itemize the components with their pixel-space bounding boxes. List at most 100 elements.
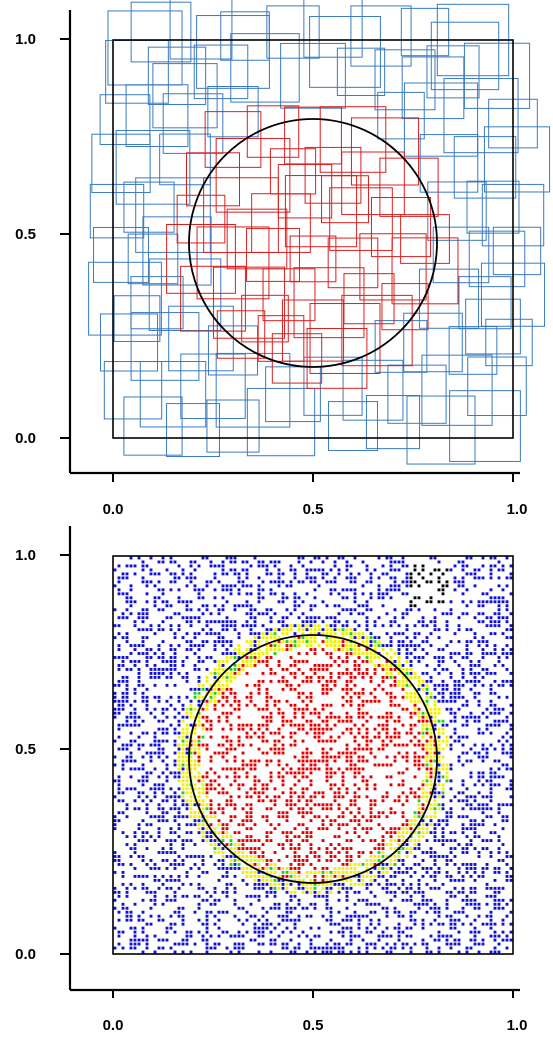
outside-dot [469, 819, 473, 823]
outside-dot [173, 890, 177, 894]
outside-dot [369, 640, 373, 644]
outside-dot [177, 644, 181, 647]
inside-dot [305, 835, 309, 839]
inside-dot [233, 759, 237, 763]
outside-dot [169, 660, 173, 663]
inside-dot [201, 743, 205, 747]
outside-dot [505, 719, 509, 723]
outside-dot [445, 855, 449, 858]
outside-dot [493, 870, 497, 874]
boundary-dot [213, 695, 217, 699]
inside-dot [265, 751, 269, 755]
inside-dot [401, 755, 405, 759]
outside-dot [425, 870, 429, 874]
outside-dot [349, 564, 353, 568]
outside-dot [257, 600, 261, 604]
outside-dot [349, 950, 353, 954]
outside-dot [197, 874, 201, 878]
boundary-dot [189, 747, 193, 751]
outside-dot [205, 938, 209, 942]
inside-dot [257, 759, 261, 763]
outside-dot [461, 564, 465, 568]
outside-dot [317, 584, 321, 588]
outside-dot [185, 942, 189, 946]
boundary-dot [269, 866, 273, 870]
outside-dot [133, 843, 137, 846]
y-tick-label: 1.0 [15, 547, 36, 564]
outside-dot [173, 759, 177, 763]
inside-dot [317, 711, 321, 715]
outside-dot [157, 572, 161, 576]
boundary-dot [285, 628, 289, 632]
outside-dot [181, 660, 185, 663]
box-cover-chart: 0.00.51.0 0.0 0.5 1.0 [15, 0, 551, 518]
outside-box [280, 42, 346, 109]
outside-dot [281, 580, 285, 584]
boundary-dot [221, 683, 225, 687]
outside-dot [173, 898, 177, 902]
inside-dot [393, 827, 397, 831]
outside-dot [485, 751, 489, 755]
inside-dot [317, 791, 321, 795]
outside-dot [309, 580, 313, 584]
inside-dot [249, 727, 253, 731]
outside-dot [125, 894, 129, 898]
outside-dot [233, 874, 237, 878]
boundary-dot [425, 755, 429, 759]
boundary-dot [397, 683, 401, 687]
boundary-dot [429, 731, 433, 735]
inside-dot [217, 819, 221, 823]
outside-dot [465, 572, 469, 576]
inside-dot [381, 667, 385, 671]
boundary-dot [405, 679, 409, 683]
outside-dot [429, 922, 433, 926]
inside-dot [361, 660, 365, 663]
inside-dot [333, 795, 337, 799]
inside-dot [261, 715, 265, 719]
outside-dot [161, 791, 165, 795]
boundary-dot [417, 815, 421, 819]
inside-dot [377, 811, 381, 815]
inside-dot [289, 807, 293, 811]
boundary-dot [417, 683, 421, 687]
outside-dot [381, 874, 385, 878]
boundary-dot [349, 628, 353, 632]
inside-dot [301, 859, 305, 862]
inside-dot [341, 751, 345, 755]
boundary-dot [441, 747, 445, 751]
outside-dot [209, 831, 213, 835]
outside-dot [437, 823, 441, 827]
outside-dot [257, 878, 261, 882]
outside-dot [477, 703, 481, 707]
outside-dot [237, 636, 241, 640]
outside-dot [505, 620, 509, 624]
inside-dot [345, 747, 349, 751]
outside-dot [145, 874, 149, 878]
outside-dot [485, 747, 489, 751]
boundary-dot [213, 687, 217, 691]
outside-dot [389, 620, 393, 624]
inside-dot [397, 799, 401, 803]
inside-dot [349, 799, 353, 803]
outside-dot [153, 600, 157, 604]
outside-dot [137, 723, 141, 727]
x-tick-label: 0.5 [303, 501, 324, 518]
inside-dot [417, 719, 421, 723]
inside-dot [265, 831, 269, 835]
outside-dot [381, 592, 385, 596]
outside-dot [153, 795, 157, 799]
outside-dot [125, 683, 129, 687]
boundary-dot [381, 866, 385, 870]
outside-dot [481, 600, 485, 604]
inside-dot [245, 835, 249, 839]
x-tick-label: 1.0 [507, 501, 528, 518]
outside-dot [161, 938, 165, 942]
inside-dot [289, 787, 293, 791]
outside-dot [477, 914, 481, 918]
outside-dot [137, 683, 141, 687]
boundary-dot [357, 648, 361, 651]
outside-dot [297, 934, 301, 938]
outside-dot [253, 608, 257, 612]
outside-box [468, 230, 526, 288]
outside-dot [469, 803, 473, 807]
